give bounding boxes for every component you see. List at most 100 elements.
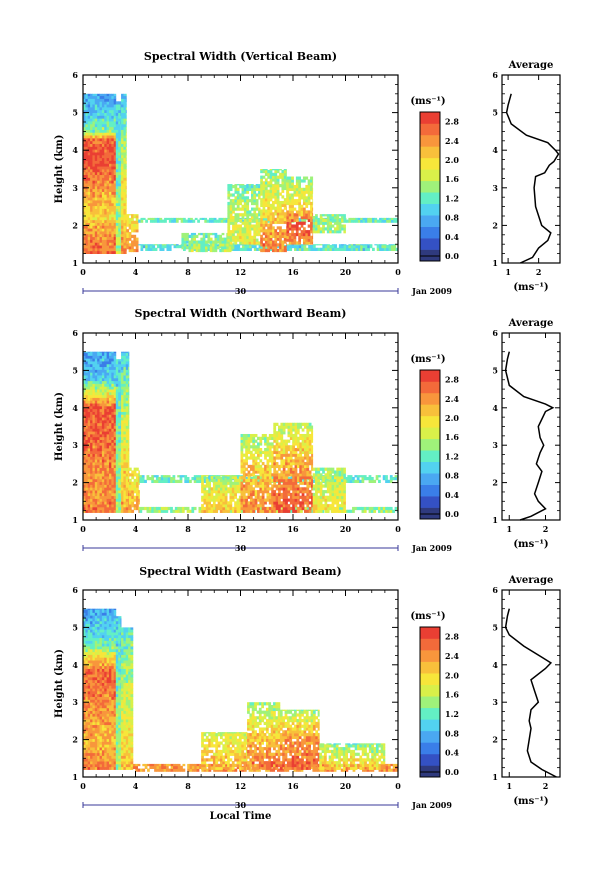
heatmap-cell <box>113 473 117 477</box>
heatmap-cell <box>83 250 86 254</box>
heatmap-cell <box>123 408 127 412</box>
heatmap-cell <box>94 375 98 379</box>
heatmap-cell <box>293 199 297 203</box>
heatmap-cell <box>300 193 304 197</box>
heatmap-cell <box>245 439 248 443</box>
heatmap-cell <box>106 200 110 204</box>
heatmap-cell <box>252 442 256 446</box>
heatmap-cell <box>111 484 115 488</box>
heatmap-cell <box>133 248 137 253</box>
heatmap-cell <box>118 450 121 455</box>
heatmap-cell <box>283 240 287 244</box>
heatmap-cell <box>92 464 96 469</box>
heatmap-cell <box>90 453 93 457</box>
heatmap-cell <box>85 152 89 156</box>
heatmap-cell <box>243 204 247 208</box>
heatmap-cell <box>120 219 122 223</box>
heatmap-cell <box>310 227 313 231</box>
heatmap-cell <box>118 366 121 370</box>
heatmap-cell <box>92 453 96 457</box>
heatmap-cell <box>94 400 98 404</box>
heatmap-cell <box>295 199 299 203</box>
heatmap-cell <box>246 221 250 225</box>
heatmap-cell <box>242 459 246 463</box>
heatmap-cell <box>99 200 103 204</box>
heatmap-cell <box>376 219 380 223</box>
heatmap-cell <box>126 217 130 222</box>
heatmap-cell <box>319 216 323 220</box>
heatmap-cell <box>305 187 309 192</box>
heatmap-cell <box>106 129 110 133</box>
heatmap-cell <box>236 235 240 239</box>
heatmap-cell <box>123 506 127 511</box>
heatmap-cell <box>227 213 231 217</box>
heatmap-cell <box>175 217 179 220</box>
heatmap-cell <box>253 232 257 237</box>
heatmap-cell <box>215 506 219 511</box>
heatmap-cell <box>205 232 208 236</box>
heatmap-cell <box>125 183 127 187</box>
heatmap-cell <box>118 478 121 483</box>
heatmap-cell <box>257 479 261 484</box>
heatmap-cell <box>125 188 127 192</box>
heatmap-cell <box>300 204 304 208</box>
heatmap-cell <box>305 184 309 189</box>
heatmap-cell <box>153 479 157 484</box>
heatmap-cell <box>99 492 103 497</box>
heatmap-cell <box>121 456 124 460</box>
heatmap-cell <box>104 484 108 488</box>
heatmap-cell <box>85 104 89 108</box>
heatmap-cell <box>123 123 127 128</box>
heatmap-cell <box>281 248 285 253</box>
heatmap-cell <box>113 453 117 457</box>
heatmap-cell <box>92 180 96 184</box>
heatmap-cell <box>125 236 127 240</box>
heatmap-cell <box>113 380 117 384</box>
heatmap-cell <box>92 242 96 246</box>
heatmap-cell <box>240 448 244 452</box>
heatmap-cell <box>324 218 328 223</box>
heatmap-cell <box>101 194 105 198</box>
heatmap-cell <box>234 475 237 477</box>
heatmap-cell <box>260 223 263 227</box>
heatmap-cell <box>210 478 214 483</box>
heatmap-cell <box>291 210 294 214</box>
heatmap-cell <box>120 106 122 111</box>
heatmap-cell <box>87 436 91 440</box>
heatmap-cell <box>121 411 124 415</box>
heatmap-cell <box>244 247 248 251</box>
heatmap-cell <box>83 183 86 187</box>
heatmap-cell <box>87 386 91 390</box>
heatmap-cell <box>106 419 110 424</box>
heatmap-cell <box>87 504 91 508</box>
heatmap-cell <box>97 501 100 505</box>
heatmap-cell <box>125 481 129 485</box>
heatmap-cell <box>115 442 119 446</box>
heatmap-cell <box>92 372 96 376</box>
heatmap-cell <box>97 143 100 147</box>
heatmap-cell <box>113 389 117 393</box>
heatmap-cell <box>279 215 282 219</box>
heatmap-cell <box>97 137 100 142</box>
heatmap-cell <box>85 191 89 195</box>
heatmap-cell <box>83 459 86 463</box>
heatmap-cell <box>121 202 124 207</box>
heatmap-cell <box>87 377 91 382</box>
heatmap-cell <box>183 237 187 241</box>
heatmap-cell <box>307 213 311 217</box>
heatmap-cell <box>118 397 121 401</box>
heatmap-cell <box>92 481 96 485</box>
heatmap-cell <box>322 227 325 231</box>
heatmap-cell <box>97 236 100 240</box>
heatmap-cell <box>279 206 282 210</box>
heatmap-cell <box>374 244 378 246</box>
heatmap-cell <box>97 202 100 207</box>
heatmap-cell <box>104 109 108 113</box>
heatmap-cell <box>123 405 127 410</box>
heatmap-cell <box>108 490 112 494</box>
heatmap-cell <box>94 506 98 511</box>
heatmap-cell <box>267 246 271 250</box>
heatmap-cell <box>85 439 89 443</box>
heatmap-cell <box>163 476 166 481</box>
heatmap-cell <box>106 166 110 170</box>
